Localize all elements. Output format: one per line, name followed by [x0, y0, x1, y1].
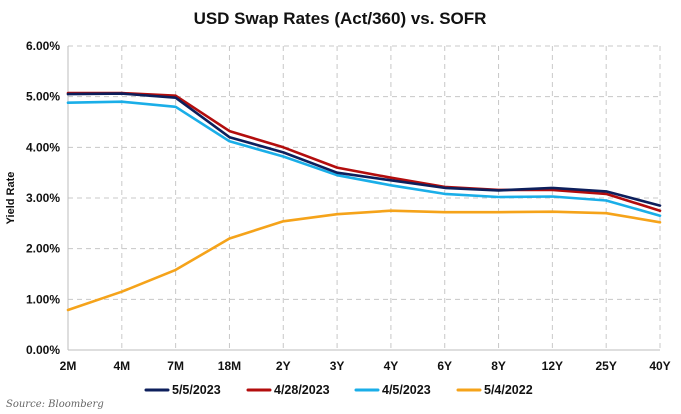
- y-tick-label: 6.00%: [26, 39, 60, 53]
- legend-label: 4/28/2023: [274, 383, 330, 397]
- x-tick-label: 18M: [218, 359, 241, 373]
- legend-item: 4/28/2023: [246, 383, 330, 397]
- y-tick-label: 3.00%: [26, 191, 60, 205]
- x-tick-label: 7M: [167, 359, 184, 373]
- x-tick-label: 40Y: [649, 359, 670, 373]
- x-tick-label: 6Y: [437, 359, 452, 373]
- x-tick-label: 3Y: [330, 359, 345, 373]
- y-tick-label: 1.00%: [26, 292, 60, 306]
- x-tick-label: 25Y: [596, 359, 617, 373]
- legend-label: 5/5/2023: [172, 383, 221, 397]
- x-tick-label: 2M: [60, 359, 77, 373]
- legend-item: 5/5/2023: [144, 383, 221, 397]
- y-tick-label: 5.00%: [26, 90, 60, 104]
- source-note: Source: Bloomberg: [6, 399, 104, 410]
- axes: [67, 46, 660, 351]
- legend-label: 4/5/2023: [382, 383, 431, 397]
- legend-item: 4/5/2023: [354, 383, 431, 397]
- series-line-5-4-2022: [66, 209, 662, 312]
- y-tick-label: 0.00%: [26, 343, 60, 357]
- series-line-4-5-2023: [66, 100, 662, 217]
- series-lines: [66, 91, 662, 312]
- x-axis-ticks: 2M 4M 7M 18M 2Y 3Y 4Y 6Y 8Y 12Y 25Y 40Y: [60, 359, 671, 373]
- series-line-4-28-2023: [66, 91, 662, 212]
- x-tick-label: 8Y: [491, 359, 506, 373]
- x-tick-label: 4M: [113, 359, 130, 373]
- legend: 5/5/2023 4/28/2023 4/5/2023 5/4/2022: [144, 383, 533, 397]
- y-axis-ticks: 0.00% 1.00% 2.00% 3.00% 4.00% 5.00% 6.00%: [26, 39, 60, 357]
- legend-label: 5/4/2022: [484, 383, 533, 397]
- x-tick-label: 12Y: [542, 359, 563, 373]
- y-tick-label: 2.00%: [26, 242, 60, 256]
- chart-title: USD Swap Rates (Act/360) vs. SOFR: [194, 9, 487, 28]
- series-line-5-5-2023: [66, 92, 662, 207]
- y-axis-label: Yield Rate: [5, 172, 17, 225]
- legend-item: 5/4/2022: [456, 383, 533, 397]
- y-tick-label: 4.00%: [26, 140, 60, 154]
- grid: [67, 45, 661, 350]
- x-tick-label: 2Y: [276, 359, 291, 373]
- x-tick-label: 4Y: [384, 359, 399, 373]
